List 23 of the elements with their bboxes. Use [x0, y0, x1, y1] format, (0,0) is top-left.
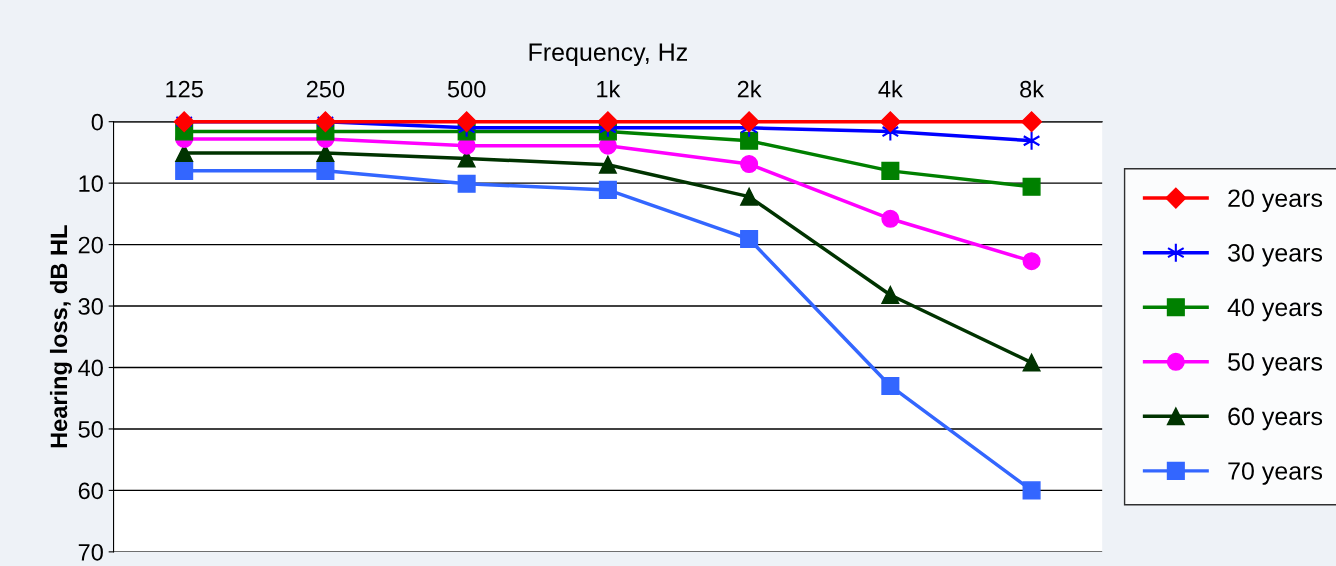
x-tick-label: 125: [166, 80, 203, 98]
x-tick-label: 500: [447, 80, 486, 98]
x-tick-label: 2k: [737, 80, 762, 98]
x-tick-label: 1k: [597, 80, 621, 98]
legend-label: 30 years: [1228, 243, 1323, 267]
y-tick-label: 60: [78, 482, 103, 500]
legend-label: 20 years: [1228, 189, 1323, 213]
y-axis-title: Hearing loss, dB HL: [49, 225, 73, 448]
y-tick-label: 0: [91, 113, 103, 131]
legend-label: 70 years: [1228, 462, 1323, 485]
x-tick-label: 4k: [878, 80, 903, 98]
y-tick-label: 30: [78, 298, 103, 315]
y-tick-label: 50: [78, 421, 103, 438]
legend-label: 40 years: [1227, 298, 1323, 322]
y-tick-label: 70: [78, 543, 103, 561]
legend-label: 50 years: [1228, 353, 1323, 376]
x-axis-title: Frequency, Hz: [529, 43, 687, 66]
legend-label: 60 years: [1228, 407, 1323, 431]
y-tick-label: 10: [79, 175, 103, 192]
y-tick-label: 20: [78, 236, 103, 254]
y-tick-label: 40: [78, 359, 103, 377]
x-tick-label: 8k: [1020, 80, 1045, 98]
x-tick-label: 250: [306, 80, 345, 98]
